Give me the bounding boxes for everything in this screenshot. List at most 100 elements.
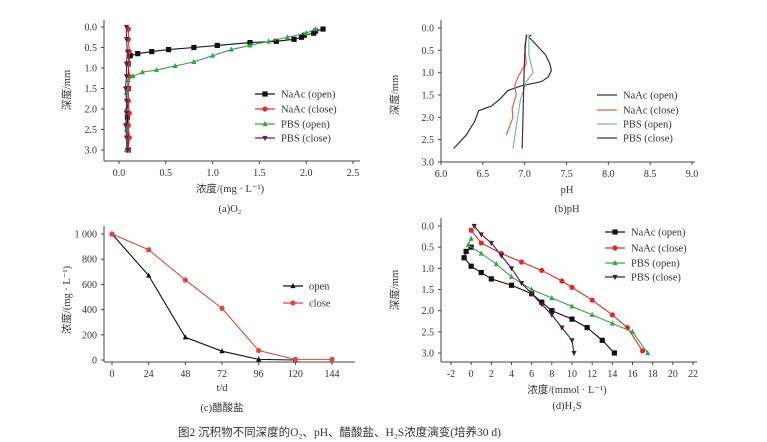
y-tick-label: 800 [82,255,97,266]
legend-marker [612,274,618,281]
data-point [191,58,197,64]
legend-label: NaAc (close) [631,244,687,255]
legend-item: PBS (open) [255,120,330,131]
legend-label: NaAc (close) [623,106,679,117]
y-tick-label: 0.5 [422,46,435,57]
legend-label: open [309,282,330,293]
panel-caption: (c)醋酸盐 [200,401,243,414]
x-tick-label: 0 [469,369,474,380]
y-tick-label: 3.0 [422,349,435,360]
x-tick-label: 2.5 [347,168,360,179]
data-point [465,241,471,248]
data-point [122,86,129,92]
data-point [130,73,136,79]
y-tick-label: 0.0 [85,23,98,34]
data-point [153,66,160,73]
legend-marker [612,259,618,266]
legend-item: NaAc (close) [605,244,687,255]
data-point [518,281,525,287]
data-point [123,24,130,31]
y-axis-label: 深度/mm [388,270,401,310]
y-tick-label: 2.5 [422,327,435,338]
x-tick-label: 0.5 [160,168,173,179]
legend-marker [262,120,268,127]
data-point [123,111,130,117]
y-tick-label: 2.0 [422,113,435,124]
legend-label: PBS (open) [281,120,330,131]
data-point [478,232,484,238]
data-point [292,356,298,362]
data-point [589,297,595,303]
data-point [571,350,577,357]
data-point [559,278,565,284]
data-point [569,284,575,290]
data-point [539,267,545,274]
series-pbs-close [471,223,577,357]
x-tick-label: 10 [567,369,577,380]
legend-item: PBS (open) [605,259,680,270]
y-tick-label: 200 [82,330,97,341]
x-tick-label: 144 [325,369,340,380]
data-point [123,37,130,43]
data-point [584,325,590,331]
chart-panel-c: 0 24 48 72 96 120 144 0 200 400 600 800 1 000 t/d 浓度/(… [60,226,355,414]
data-point [569,338,575,344]
legend-item: NaAc (open) [255,90,336,101]
series-line [111,233,332,360]
x-tick-label: 8.5 [644,169,657,180]
data-point [488,276,494,282]
data-point [311,30,317,36]
y-tick-label: 1.0 [422,68,435,79]
x-tick-label: 7.5 [560,169,573,180]
series-line [467,238,649,354]
legend-label: NaAc (open) [631,228,686,239]
data-point [609,312,615,318]
data-point [549,308,555,314]
data-point [219,348,225,354]
data-point [166,46,172,53]
series-open [109,230,298,363]
data-point [123,61,130,67]
series-line [473,225,575,354]
data-point [124,49,131,55]
y-tick-label: 0 [92,356,97,367]
y-axis-label: 浓度/(mg · L⁻¹) [60,265,73,334]
data-point [539,302,545,308]
data-point [123,74,130,80]
legend-item: NaAc (open) [605,228,686,239]
data-point [529,291,535,297]
data-point [123,135,130,141]
series-naac-open [461,244,617,356]
y-tick-label: 600 [82,280,97,291]
x-tick-label: 2 [489,369,494,380]
data-point [463,248,469,254]
x-tick-label: 20 [668,369,678,380]
data-point [122,123,129,129]
data-point [508,266,515,272]
x-tick-label: 2.0 [300,168,313,179]
x-tick-label: 120 [288,369,303,380]
data-point [172,62,178,69]
y-tick-label: 0.5 [422,243,435,254]
series-line [111,233,296,361]
data-point [645,349,651,356]
x-tick-label: 9.0 [686,169,699,180]
series-naac-open [453,34,553,150]
y-tick-label: 2.0 [85,105,98,116]
legend-marker [262,135,268,142]
legend-label: PBS (close) [281,134,331,145]
legend-item: close [283,299,331,310]
x-tick-label: 1.5 [253,168,266,179]
figure-caption: 图2 沉积物不同深度的O₂、pH、醋酸盐、H₂S浓度演变(培养30 d) [178,427,501,439]
series-line [512,34,534,149]
x-tick-label: 72 [217,369,227,380]
data-point [508,282,515,288]
data-point [611,350,617,356]
y-tick-label: 0.5 [85,43,98,54]
legend-label: NaAc (open) [623,91,678,102]
panel-caption: (a)O₂ [219,204,242,215]
data-point [478,240,484,246]
data-point [123,98,130,104]
data-point [124,147,131,154]
